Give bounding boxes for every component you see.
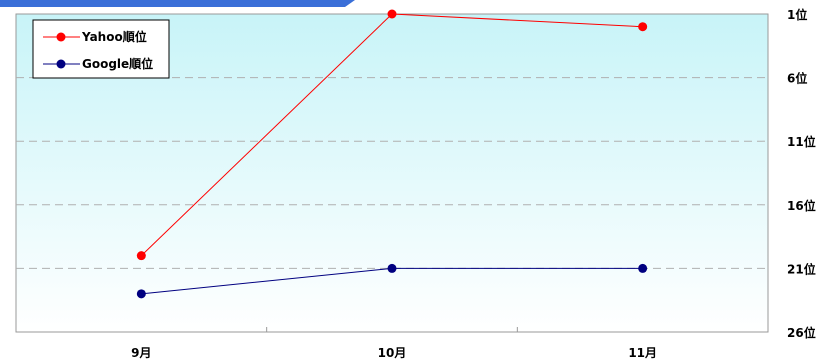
data-point bbox=[387, 263, 397, 273]
y-tick-label: 6位 bbox=[787, 71, 807, 86]
data-point bbox=[136, 289, 146, 299]
y-tick-label: 26位 bbox=[787, 325, 816, 340]
x-axis-ticks bbox=[266, 327, 518, 332]
legend-marker bbox=[56, 59, 66, 69]
legend-box bbox=[32, 19, 170, 79]
y-tick-label: 21位 bbox=[787, 261, 816, 276]
legend-label: Google順位 bbox=[82, 56, 153, 71]
legend-marker bbox=[56, 32, 66, 42]
data-point bbox=[136, 251, 146, 261]
y-tick-label: 1位 bbox=[787, 7, 807, 22]
header-bar bbox=[0, 0, 355, 7]
legend-label: Yahoo順位 bbox=[81, 29, 147, 44]
data-point bbox=[638, 22, 648, 32]
x-tick-label: 9月 bbox=[131, 346, 151, 360]
series-layer bbox=[136, 9, 648, 299]
data-point bbox=[387, 9, 397, 19]
y-tick-label: 16位 bbox=[787, 198, 816, 213]
axis-labels: 1位 6位 11位 16位 21位 26位 9月 10月 11月 bbox=[131, 7, 816, 360]
x-tick-label: 11月 bbox=[628, 346, 657, 360]
legend: Yahoo順位 Google順位 bbox=[32, 19, 170, 79]
data-point bbox=[638, 263, 648, 273]
y-tick-label: 11位 bbox=[787, 134, 816, 149]
x-tick-label: 10月 bbox=[378, 346, 407, 360]
